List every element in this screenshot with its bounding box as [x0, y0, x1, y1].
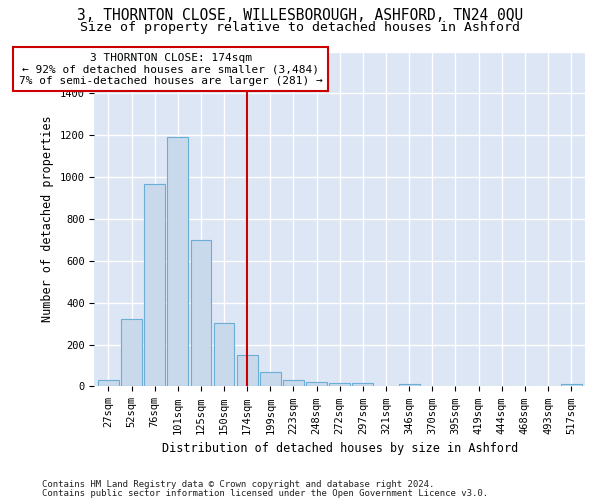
Y-axis label: Number of detached properties: Number of detached properties: [41, 116, 54, 322]
Text: 3 THORNTON CLOSE: 174sqm
← 92% of detached houses are smaller (3,484)
7% of semi: 3 THORNTON CLOSE: 174sqm ← 92% of detach…: [19, 52, 323, 86]
Bar: [329, 384, 350, 386]
Text: Size of property relative to detached houses in Ashford: Size of property relative to detached ho…: [80, 21, 520, 34]
Text: 3, THORNTON CLOSE, WILLESBOROUGH, ASHFORD, TN24 0QU: 3, THORNTON CLOSE, WILLESBOROUGH, ASHFOR…: [77, 8, 523, 22]
Text: Contains HM Land Registry data © Crown copyright and database right 2024.: Contains HM Land Registry data © Crown c…: [42, 480, 434, 489]
Bar: [144, 184, 165, 386]
Bar: [167, 138, 188, 386]
Bar: [214, 322, 235, 386]
Bar: [191, 240, 211, 386]
X-axis label: Distribution of detached houses by size in Ashford: Distribution of detached houses by size …: [161, 442, 518, 455]
Text: Contains public sector information licensed under the Open Government Licence v3: Contains public sector information licen…: [42, 488, 488, 498]
Bar: [260, 372, 281, 386]
Bar: [283, 380, 304, 386]
Bar: [399, 384, 419, 386]
Bar: [98, 380, 119, 386]
Bar: [352, 384, 373, 386]
Bar: [306, 382, 327, 386]
Bar: [561, 384, 581, 386]
Bar: [237, 355, 257, 386]
Bar: [121, 320, 142, 386]
